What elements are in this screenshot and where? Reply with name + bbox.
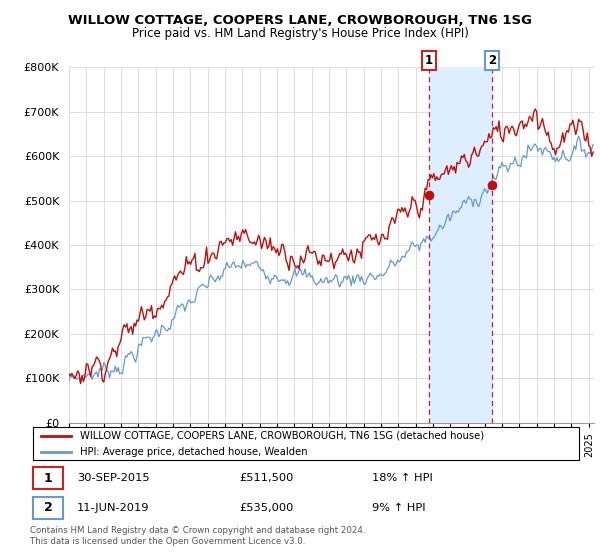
Text: 30-SEP-2015: 30-SEP-2015 [77,473,149,483]
Text: WILLOW COTTAGE, COOPERS LANE, CROWBOROUGH, TN6 1SG: WILLOW COTTAGE, COOPERS LANE, CROWBOROUG… [68,14,532,27]
Text: HPI: Average price, detached house, Wealden: HPI: Average price, detached house, Weal… [80,447,307,457]
Text: WILLOW COTTAGE, COOPERS LANE, CROWBOROUGH, TN6 1SG (detached house): WILLOW COTTAGE, COOPERS LANE, CROWBOROUG… [80,431,484,441]
Bar [428,67,493,423]
FancyBboxPatch shape [33,497,63,519]
Text: 18% ↑ HPI: 18% ↑ HPI [372,473,433,483]
Text: 9% ↑ HPI: 9% ↑ HPI [372,503,426,513]
Text: 1: 1 [424,54,433,67]
Text: Price paid vs. HM Land Registry's House Price Index (HPI): Price paid vs. HM Land Registry's House … [131,27,469,40]
Text: £511,500: £511,500 [240,473,294,483]
Text: £535,000: £535,000 [240,503,294,513]
Text: 11-JUN-2019: 11-JUN-2019 [77,503,149,513]
FancyBboxPatch shape [33,467,63,489]
Text: Contains HM Land Registry data © Crown copyright and database right 2024.
This d: Contains HM Land Registry data © Crown c… [30,526,365,546]
Text: 2: 2 [44,501,52,514]
FancyBboxPatch shape [33,427,579,460]
Text: 1: 1 [44,472,52,485]
Text: 2: 2 [488,54,497,67]
